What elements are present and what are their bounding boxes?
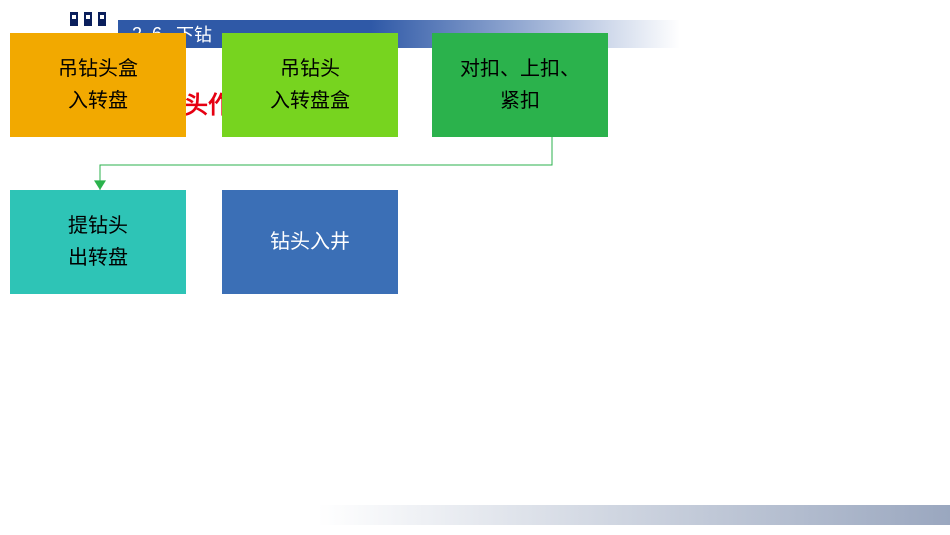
step-box-4-line2: 出转盘 (68, 242, 128, 274)
step-box-3-line2: 紧扣 (500, 85, 540, 117)
footer-gradient-bar (318, 505, 950, 525)
step-box-2: 吊钻头入转盘盒 (222, 33, 398, 137)
step-box-3: 对扣、上扣、紧扣 (432, 33, 608, 137)
step-box-4: 提钻头出转盘 (10, 190, 186, 294)
step-box-5-line1: 钻头入井 (270, 226, 350, 258)
step-box-1-line1: 吊钻头盒 (58, 53, 138, 85)
step-box-2-line1: 吊钻头 (280, 53, 340, 85)
slide-canvas: 2. 6 下钻 头作 吊钻头盒入转盘吊钻头入转盘盒对扣、上扣、紧扣提钻头出转盘钻… (0, 0, 950, 535)
step-box-2-line2: 入转盘盒 (270, 85, 350, 117)
step-box-4-line1: 提钻头 (68, 210, 128, 242)
header-deco-icon (70, 12, 106, 26)
step-box-1-line2: 入转盘 (68, 85, 128, 117)
step-box-1: 吊钻头盒入转盘 (10, 33, 186, 137)
step-box-5: 钻头入井 (222, 190, 398, 294)
step-box-3-line1: 对扣、上扣、 (460, 53, 580, 85)
